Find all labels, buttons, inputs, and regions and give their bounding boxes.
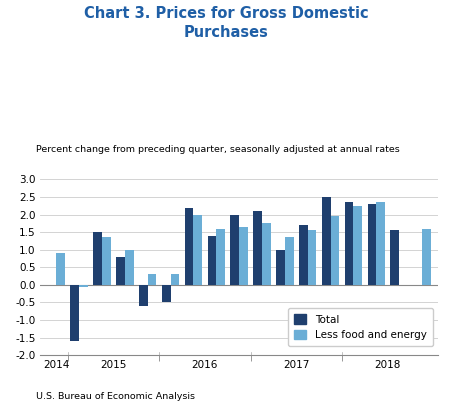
Bar (93, 232, 102, 285)
Bar (353, 206, 362, 285)
Bar (285, 237, 294, 285)
Bar (193, 215, 202, 285)
Bar (367, 204, 376, 285)
Bar (125, 250, 134, 285)
Bar (299, 225, 308, 285)
Bar (216, 229, 225, 285)
Bar (390, 230, 399, 285)
Bar (422, 229, 431, 285)
Bar (253, 211, 262, 285)
Bar (276, 250, 285, 285)
Text: Chart 3. Prices for Gross Domestic
Purchases: Chart 3. Prices for Gross Domestic Purch… (84, 6, 369, 40)
Bar (185, 207, 193, 285)
Bar (331, 216, 339, 285)
Bar (56, 253, 65, 285)
Bar (262, 223, 270, 285)
Bar (376, 202, 385, 285)
Bar (162, 285, 170, 302)
Bar (345, 202, 353, 285)
Bar (139, 285, 148, 306)
Bar (170, 274, 179, 285)
Bar (70, 285, 79, 341)
Bar (322, 197, 331, 285)
Bar (116, 257, 125, 285)
Bar (79, 285, 88, 287)
Bar (207, 236, 216, 285)
Bar (102, 237, 111, 285)
Text: Percent change from preceding quarter, seasonally adjusted at annual rates: Percent change from preceding quarter, s… (36, 146, 400, 154)
Bar (239, 227, 248, 285)
Text: U.S. Bureau of Economic Analysis: U.S. Bureau of Economic Analysis (36, 392, 195, 401)
Bar (308, 230, 316, 285)
Bar (148, 274, 156, 285)
Legend: Total, Less food and energy: Total, Less food and energy (288, 308, 433, 346)
Bar (231, 215, 239, 285)
